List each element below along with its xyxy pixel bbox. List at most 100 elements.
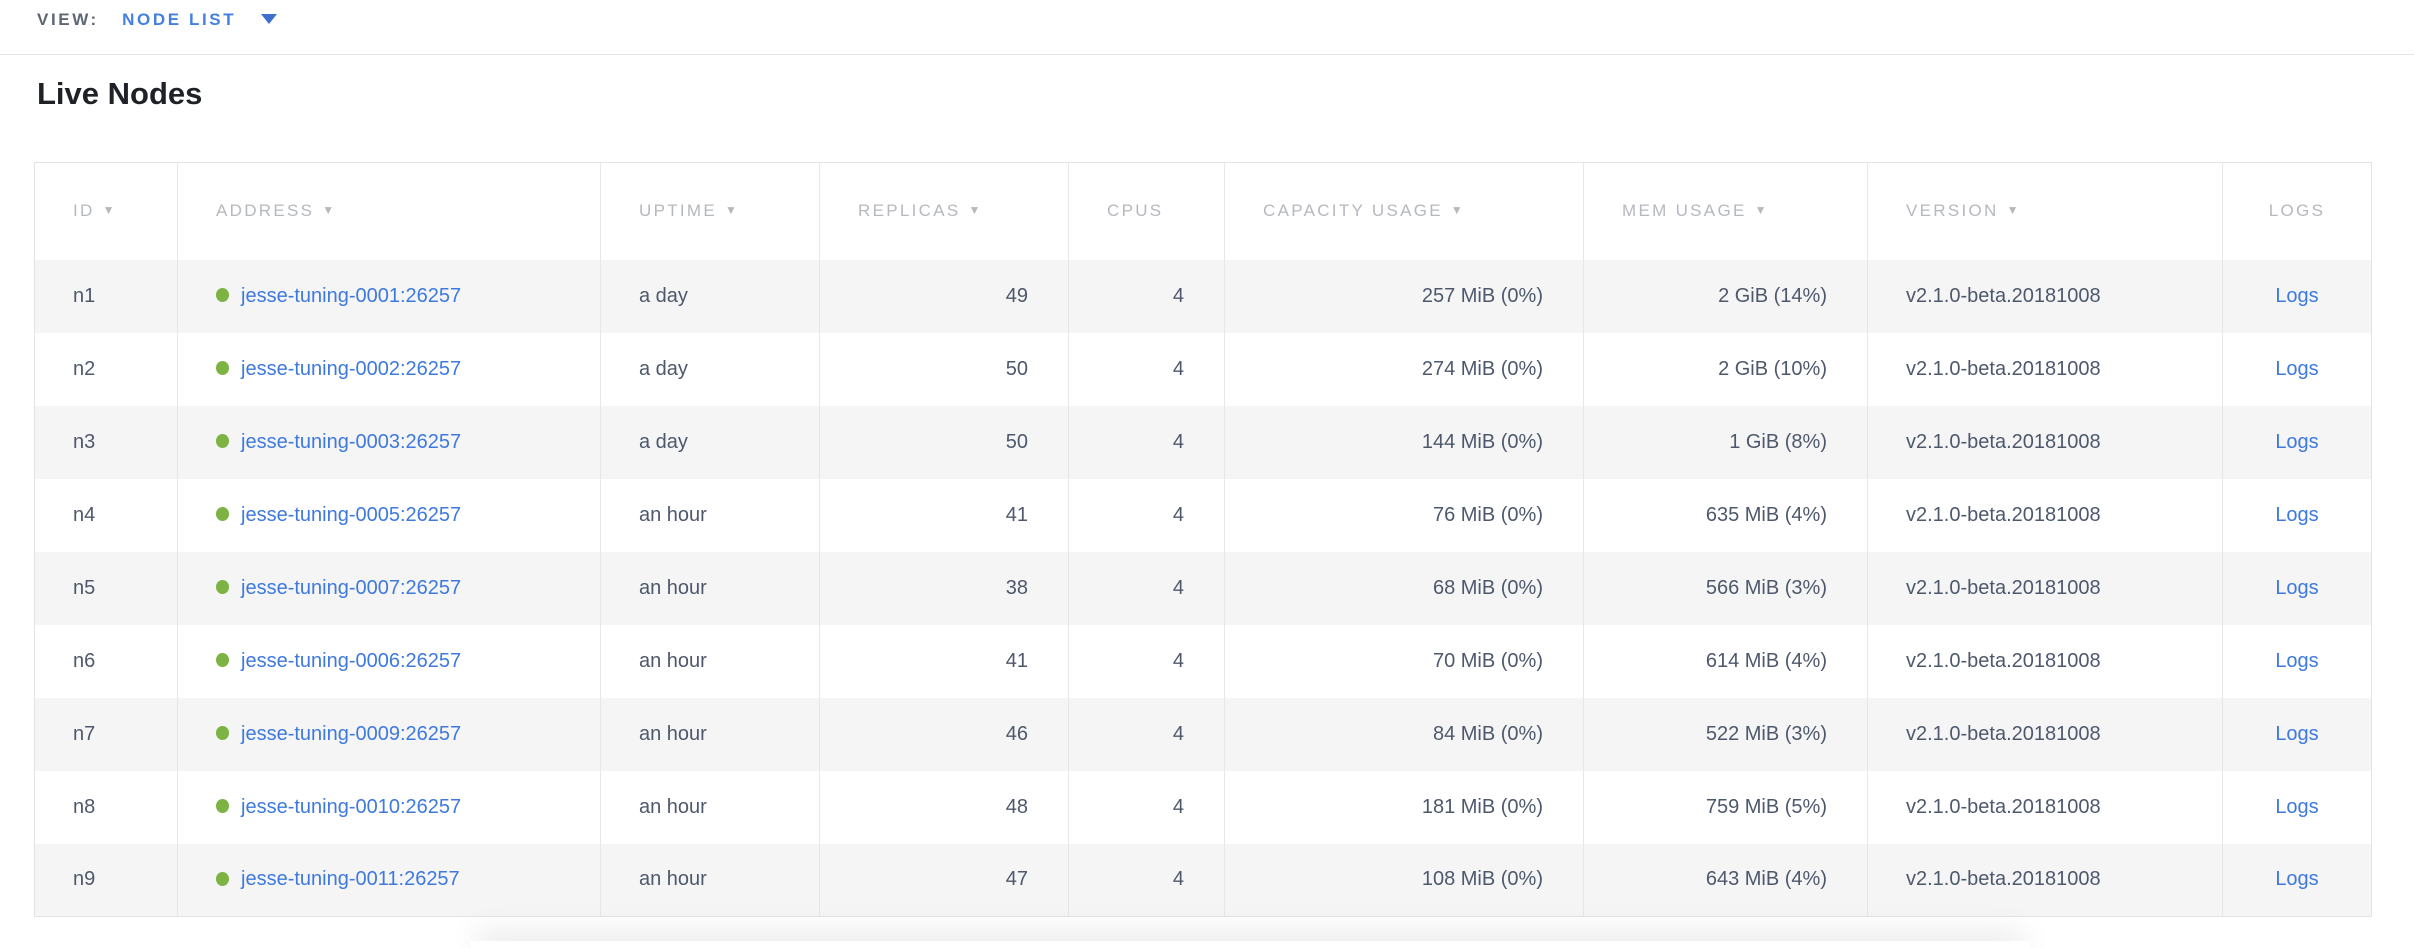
cell-address: jesse-tuning-0010:26257 [177, 770, 601, 844]
cell-id: n2 [34, 332, 178, 406]
sort-descending-icon: ▼ [102, 203, 117, 218]
view-bar: VIEW: NODE LIST [0, 0, 2414, 55]
cell-id: n7 [34, 697, 178, 771]
cell-logs: Logs [2223, 552, 2372, 625]
column-header-uptime[interactable]: UPTIME ▼ [600, 162, 820, 260]
column-label: LOGS [2268, 201, 2326, 221]
cell-cpus: 4 [1068, 624, 1225, 698]
cell-cpus: 4 [1068, 551, 1225, 625]
node-address-link[interactable]: jesse-tuning-0002:26257 [241, 357, 462, 380]
cell-version: v2.1.0-beta.20181008 [1867, 843, 2223, 917]
cell-id: n8 [34, 770, 178, 844]
column-header-id[interactable]: ID ▼ [34, 162, 178, 260]
sort-descending-icon: ▼ [725, 203, 740, 218]
page-title: Live Nodes [37, 76, 203, 111]
node-address-link[interactable]: jesse-tuning-0011:26257 [241, 868, 460, 891]
cell-capacity_usage: 108 MiB (0%) [1224, 843, 1584, 917]
cell-uptime: an hour [600, 551, 820, 625]
column-label: REPLICAS [858, 201, 961, 221]
chevron-down-icon[interactable] [260, 13, 277, 24]
column-header-address[interactable]: ADDRESS ▼ [177, 162, 601, 260]
cell-uptime: a day [600, 405, 820, 479]
cell-address: jesse-tuning-0011:26257 [177, 843, 601, 917]
node-row-n4: n4 jesse-tuning-0005:26257 an hour 41 4 76 Mi… [34, 478, 2372, 552]
cell-address: jesse-tuning-0003:26257 [177, 405, 601, 479]
cell-address: jesse-tuning-0007:26257 [177, 551, 601, 625]
logs-link[interactable]: Logs [2275, 868, 2319, 891]
logs-link[interactable]: Logs [2275, 357, 2319, 380]
cell-cpus: 4 [1068, 405, 1225, 479]
cell-address: jesse-tuning-0009:26257 [177, 697, 601, 771]
cell-capacity_usage: 84 MiB (0%) [1224, 697, 1584, 771]
cell-mem_usage: 2 GiB (10%) [1583, 332, 1868, 406]
logs-link[interactable]: Logs [2275, 722, 2319, 745]
cell-mem_usage: 635 MiB (4%) [1583, 478, 1868, 552]
column-header-mem_usage[interactable]: MEM USAGE ▼ [1583, 162, 1868, 260]
node-address-link[interactable]: jesse-tuning-0007:26257 [241, 576, 462, 599]
cell-cpus: 4 [1068, 843, 1225, 917]
sort-descending-icon: ▼ [1450, 203, 1466, 218]
cell-capacity_usage: 274 MiB (0%) [1224, 332, 1584, 406]
live-nodes-table: ID ▼ ADDRESS ▼ UPTIME ▼ REPLICAS ▼ CPUS CAPACITY … [34, 162, 2372, 917]
cell-replicas: 41 [819, 478, 1069, 552]
node-row-n7: n7 jesse-tuning-0009:26257 an hour 46 4 84 Mi… [34, 697, 2372, 771]
sort-descending-icon: ▼ [322, 203, 337, 218]
cell-replicas: 50 [819, 332, 1069, 406]
cell-uptime: an hour [600, 697, 820, 771]
node-address-link[interactable]: jesse-tuning-0003:26257 [241, 430, 462, 453]
column-header-capacity_usage[interactable]: CAPACITY USAGE ▼ [1224, 162, 1584, 260]
live-status-icon [216, 580, 229, 595]
column-header-version[interactable]: VERSION ▼ [1867, 162, 2223, 260]
cell-uptime: an hour [600, 624, 820, 698]
cell-id: n3 [34, 405, 178, 479]
logs-link[interactable]: Logs [2275, 284, 2319, 307]
live-status-icon [216, 799, 229, 814]
cell-logs: Logs [2223, 479, 2372, 552]
cell-logs: Logs [2223, 260, 2372, 333]
cell-mem_usage: 2 GiB (14%) [1583, 259, 1868, 333]
node-address-link[interactable]: jesse-tuning-0010:26257 [241, 795, 462, 818]
cell-capacity_usage: 76 MiB (0%) [1224, 478, 1584, 552]
cell-cpus: 4 [1068, 332, 1225, 406]
logs-link[interactable]: Logs [2275, 649, 2319, 672]
logs-link[interactable]: Logs [2275, 430, 2319, 453]
cell-id: n4 [34, 478, 178, 552]
cell-mem_usage: 759 MiB (5%) [1583, 770, 1868, 844]
column-label: ADDRESS [216, 201, 315, 221]
cell-replicas: 41 [819, 624, 1069, 698]
cell-mem_usage: 522 MiB (3%) [1583, 697, 1868, 771]
below-fold-shadow [470, 941, 2030, 948]
live-nodes-table-container: ID ▼ ADDRESS ▼ UPTIME ▼ REPLICAS ▼ CPUS CAPACITY … [34, 162, 2414, 917]
column-header-logs: LOGS [2222, 162, 2372, 260]
cell-cpus: 4 [1068, 770, 1225, 844]
cell-version: v2.1.0-beta.20181008 [1867, 697, 2223, 771]
cell-replicas: 38 [819, 551, 1069, 625]
logs-link[interactable]: Logs [2275, 503, 2319, 526]
cell-mem_usage: 643 MiB (4%) [1583, 843, 1868, 917]
node-address-link[interactable]: jesse-tuning-0001:26257 [241, 284, 462, 307]
table-header-row: ID ▼ ADDRESS ▼ UPTIME ▼ REPLICAS ▼ CPUS CAPACITY … [34, 162, 2372, 260]
sort-descending-icon: ▼ [1754, 203, 1769, 218]
node-address-link[interactable]: jesse-tuning-0006:26257 [241, 649, 462, 672]
node-row-n1: n1 jesse-tuning-0001:26257 a day 49 4 257 MiB… [34, 259, 2372, 333]
node-address-link[interactable]: jesse-tuning-0005:26257 [241, 503, 462, 526]
node-address-link[interactable]: jesse-tuning-0009:26257 [241, 722, 462, 745]
cell-uptime: a day [600, 259, 820, 333]
logs-link[interactable]: Logs [2275, 576, 2319, 599]
cell-replicas: 49 [819, 259, 1069, 333]
column-header-replicas[interactable]: REPLICAS ▼ [819, 162, 1069, 260]
column-label: MEM USAGE [1622, 201, 1747, 221]
logs-link[interactable]: Logs [2275, 795, 2319, 818]
cell-mem_usage: 566 MiB (3%) [1583, 551, 1868, 625]
live-status-icon [216, 361, 229, 376]
cell-version: v2.1.0-beta.20181008 [1867, 405, 2223, 479]
cell-mem_usage: 1 GiB (8%) [1583, 405, 1868, 479]
cell-replicas: 50 [819, 405, 1069, 479]
cell-uptime: an hour [600, 843, 820, 917]
cell-version: v2.1.0-beta.20181008 [1867, 478, 2223, 552]
sort-descending-icon: ▼ [968, 203, 983, 218]
cell-address: jesse-tuning-0002:26257 [177, 332, 601, 406]
live-status-icon [216, 434, 229, 449]
view-dropdown[interactable]: NODE LIST [122, 10, 237, 29]
cell-mem_usage: 614 MiB (4%) [1583, 624, 1868, 698]
